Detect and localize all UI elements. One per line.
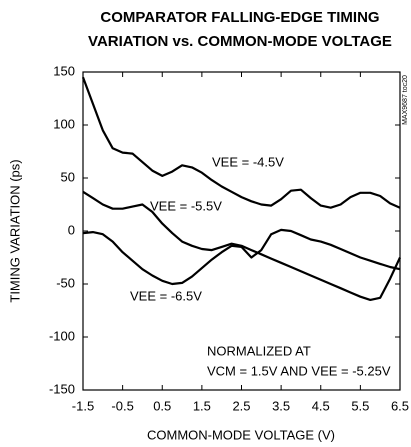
plot-frame bbox=[82, 71, 401, 391]
y-tick-label: 100 bbox=[53, 116, 75, 131]
x-tick-label: -1.5 bbox=[72, 398, 94, 413]
line bbox=[82, 228, 401, 286]
series-label: VEE = -4.5V bbox=[212, 154, 284, 169]
x-tick-label: 1.5 bbox=[193, 398, 211, 413]
series-label: VEE = -6.5V bbox=[130, 288, 202, 303]
chart-title: VARIATION vs. COMMON-MODE VOLTAGE bbox=[88, 33, 392, 50]
y-tick-label: 50 bbox=[61, 169, 75, 184]
annotation: NORMALIZED AT bbox=[207, 343, 311, 358]
y-tick-label: -150 bbox=[49, 381, 75, 396]
x-tick-label: -0.5 bbox=[111, 398, 133, 413]
y-tick-label: -50 bbox=[56, 275, 75, 290]
x-tick-label: 5.5 bbox=[351, 398, 369, 413]
chart-title: COMPARATOR FALLING-EDGE TIMING bbox=[100, 9, 379, 26]
y-tick-label: 150 bbox=[53, 63, 75, 78]
watermark: MAX9687 toc20 bbox=[402, 75, 409, 125]
x-tick-label: 0.5 bbox=[153, 398, 171, 413]
y-axis-label: TIMING VARIATION (ps) bbox=[7, 159, 22, 302]
line bbox=[81, 76, 401, 209]
x-tick-label: 6.5 bbox=[391, 398, 409, 413]
y-tick-label: -100 bbox=[49, 328, 75, 343]
x-tick-label: 4.5 bbox=[312, 398, 330, 413]
y-tick-label: 0 bbox=[68, 222, 75, 237]
x-axis-label: COMMON-MODE VOLTAGE (V) bbox=[147, 427, 335, 442]
annotation: VCM = 1.5V AND VEE = -5.25V bbox=[207, 363, 391, 378]
x-tick-label: 3.5 bbox=[272, 398, 290, 413]
series-label: VEE = -5.5V bbox=[150, 198, 222, 213]
x-tick-label: 2.5 bbox=[232, 398, 250, 413]
